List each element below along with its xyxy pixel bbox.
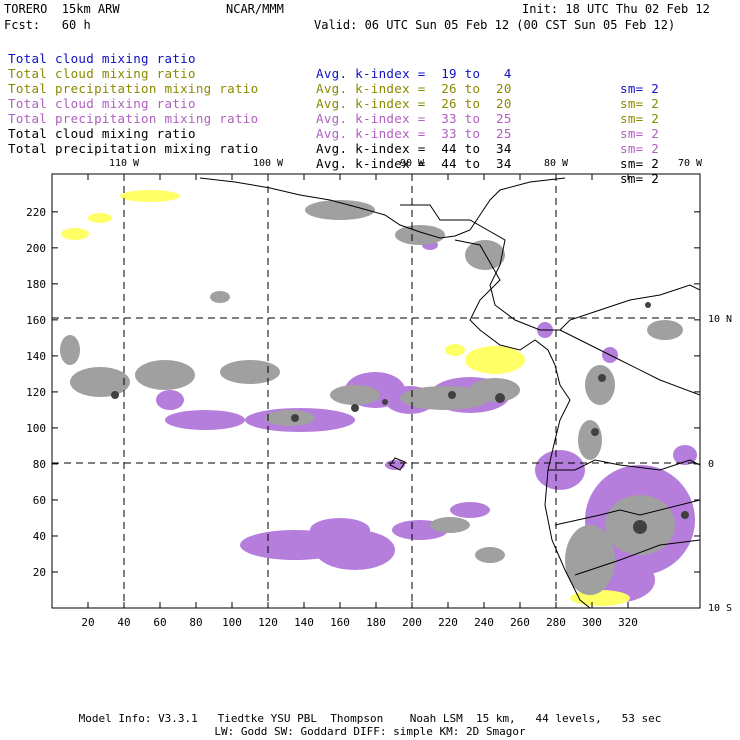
legend-label: Total cloud mixing ratio — [8, 66, 196, 81]
legend-kindex: Avg. k-index = 33 to 25 — [316, 126, 512, 141]
y-axis-labels: 20 40 60 80 100 120 140 160 180 200 220 — [26, 206, 46, 579]
center-label: NCAR/MMM — [226, 2, 284, 16]
y-tick-label: 160 — [26, 314, 46, 327]
x-tick-label: 20 — [81, 616, 94, 629]
longitude-label: 100 W — [253, 158, 284, 169]
field-layer — [52, 174, 700, 608]
longitude-label: 80 W — [544, 158, 569, 169]
legend-smooth: sm= 2 — [620, 156, 660, 171]
legend-smooth: sm= 2 — [620, 81, 660, 96]
y-tick-label: 40 — [33, 530, 46, 543]
longitude-label: 110 W — [109, 158, 140, 169]
x-tick-label: 180 — [366, 616, 386, 629]
x-tick-label: 100 — [222, 616, 242, 629]
legend-row: Total precipitation mixing ratio Avg. k-… — [8, 96, 659, 171]
y-tick-label: 100 — [26, 422, 46, 435]
legend-label: Total cloud mixing ratio — [8, 96, 196, 111]
y-tick-label: 120 — [26, 386, 46, 399]
x-tick-label: 280 — [546, 616, 566, 629]
legend-kindex: Avg. k-index = 33 to 25 — [316, 111, 512, 126]
legend-kindex: Avg. k-index = 44 to 34 — [316, 156, 512, 171]
x-tick-label: 300 — [582, 616, 602, 629]
latitude-labels: 10 N 0 10 S — [708, 314, 732, 614]
legend-smooth: sm= 2 — [620, 126, 660, 141]
legend-row: Total precipitation mixing ratio Avg. k-… — [8, 126, 659, 201]
y-tick-label: 200 — [26, 242, 46, 255]
y-tick-label: 140 — [26, 350, 46, 363]
legend-kindex: Avg. k-index = 26 to 20 — [316, 96, 512, 111]
legend-smooth: sm= 2 — [620, 111, 660, 126]
yellow-field — [61, 190, 630, 606]
legend-label: Total precipitation mixing ratio — [8, 81, 259, 96]
legend-label: Total cloud mixing ratio — [8, 51, 196, 66]
legend-label: Total cloud mixing ratio — [8, 126, 196, 141]
purple-field — [156, 240, 697, 602]
legend-label: Total precipitation mixing ratio — [8, 111, 259, 126]
x-tick-label: 160 — [330, 616, 350, 629]
y-tick-label: 20 — [33, 566, 46, 579]
legend-row: Total precipitation mixing ratio Avg. k-… — [8, 66, 659, 141]
legend-row: Total cloud mixing ratio Avg. k-index = … — [8, 81, 659, 156]
longitude-label: 70 W — [678, 158, 703, 169]
legend-smooth: sm= 2 — [620, 141, 660, 156]
longitude-label: 90 W — [400, 158, 425, 169]
y-tick-label: 180 — [26, 278, 46, 291]
x-tick-label: 120 — [258, 616, 278, 629]
footer-model-info: Model Info: V3.3.1 Tiedtke YSU PBL Thomp… — [78, 712, 662, 725]
x-tick-label: 320 — [618, 616, 638, 629]
x-tick-label: 220 — [438, 616, 458, 629]
init-time: Init: 18 UTC Thu 02 Feb 12 — [522, 2, 710, 16]
legend-row: Total cloud mixing ratio Avg. k-index = … — [8, 111, 659, 186]
latitude-label: 10 S — [708, 603, 732, 614]
x-tick-label: 200 — [402, 616, 422, 629]
legend-kindex: Avg. k-index = 26 to 20 — [316, 81, 512, 96]
x-tick-label: 40 — [117, 616, 130, 629]
gray-field — [60, 200, 683, 595]
latitude-label: 0 — [708, 459, 714, 470]
x-tick-label: 80 — [189, 616, 202, 629]
x-tick-label: 240 — [474, 616, 494, 629]
legend-label: Total precipitation mixing ratio — [8, 141, 259, 156]
legend-row: Total cloud mixing ratio Avg. k-index = … — [8, 51, 659, 126]
dark-field — [111, 302, 689, 534]
lat-lon-grid — [52, 174, 700, 608]
axis-ticks — [52, 174, 700, 608]
valid-time: Valid: 06 UTC Sun 05 Feb 12 (00 CST Sun … — [314, 18, 676, 32]
legend-smooth: sm= 2 — [620, 96, 660, 111]
x-tick-label: 140 — [294, 616, 314, 629]
x-axis-labels: 20 40 60 80 100 120 140 160 180 200 220 240 260 280 30… — [81, 616, 638, 629]
y-tick-label: 80 — [33, 458, 46, 471]
forecast-hour: Fcst: 60 h — [4, 18, 91, 32]
legend-smooth: sm= 2 — [620, 171, 660, 186]
coastline — [199, 177, 700, 608]
y-tick-label: 220 — [26, 206, 46, 219]
y-tick-label: 60 — [33, 494, 46, 507]
x-tick-label: 60 — [153, 616, 166, 629]
latitude-label: 10 N — [708, 314, 732, 325]
longitude-labels: 110 W 100 W 90 W 80 W 70 W — [109, 158, 703, 169]
legend-kindex: Avg. k-index = 44 to 34 — [316, 141, 512, 156]
model-title: TORERO 15km ARW — [4, 2, 120, 16]
footer-physics-info: LW: Godd SW: Goddard DIFF: simple KM: 2D… — [214, 725, 526, 738]
x-tick-label: 260 — [510, 616, 530, 629]
legend-row: Total cloud mixing ratio Avg. k-index = … — [8, 36, 659, 111]
legend-kindex: Avg. k-index = 19 to 4 — [316, 66, 512, 81]
